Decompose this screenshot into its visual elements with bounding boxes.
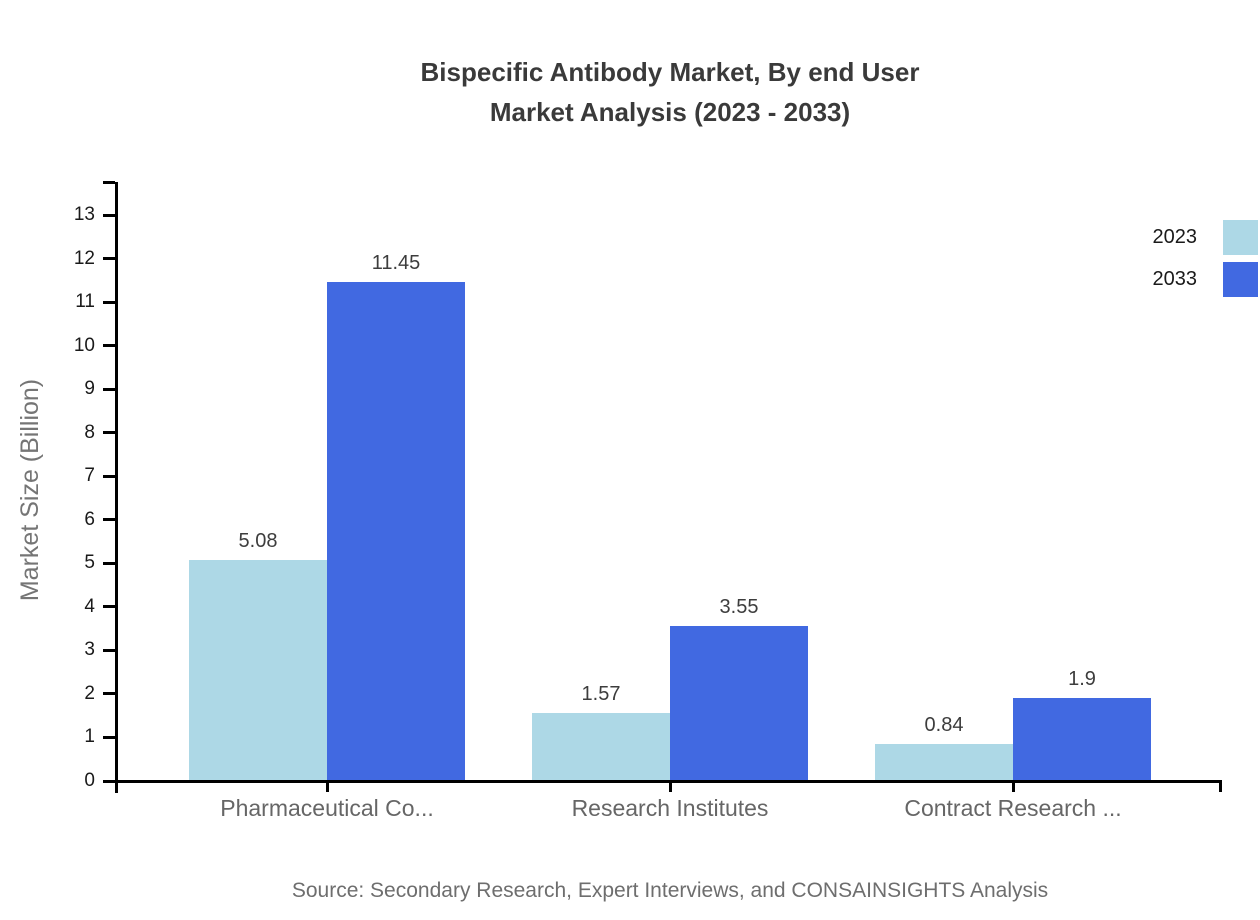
y-tick-label: 2 (84, 682, 95, 704)
bar-value-label: 1.9 (1068, 668, 1096, 691)
y-tick-label: 11 (75, 291, 95, 313)
y-tick-label: 4 (84, 595, 95, 617)
bar-2033-1 (670, 626, 808, 781)
y-tick-label: 0 (84, 770, 95, 791)
legend-label: 2023 (1152, 226, 1198, 248)
category-label: Research Institutes (571, 795, 769, 821)
category-tick (1011, 780, 1015, 792)
chart-title: Bispecific Antibody Market, By end User … (80, 52, 1260, 132)
y-tick (103, 518, 115, 522)
y-tick (103, 561, 115, 565)
bar-2023-2 (875, 744, 1013, 781)
y-tick (103, 431, 115, 435)
y-tick (103, 648, 115, 652)
category-label: Contract Research ... (904, 795, 1122, 821)
y-tick (103, 257, 115, 261)
y-tick (103, 344, 115, 348)
bar-2023-0 (189, 559, 327, 781)
category-label: Pharmaceutical Co... (220, 795, 434, 821)
y-tick-label: 13 (73, 204, 95, 225)
y-tick (103, 605, 115, 609)
y-tick (103, 213, 115, 217)
y-tick-label: 5 (84, 552, 95, 574)
legend-item-2023[interactable]: 2023 (1152, 220, 1258, 255)
y-tick-label: 7 (84, 465, 95, 487)
y-tick-label: 9 (84, 378, 95, 400)
y-tick-label: 3 (84, 639, 95, 661)
y-tick-label: 8 (84, 421, 95, 443)
legend-item-2033[interactable]: 2033 (1152, 262, 1258, 297)
category-tick (325, 780, 329, 792)
bar-value-label: 3.55 (719, 596, 759, 619)
chart-title-line2: Market Analysis (2023 - 2033) (489, 97, 851, 127)
y-tick (103, 735, 115, 739)
bar-value-label: 1.57 (581, 682, 621, 705)
y-axis-top-cap (103, 181, 115, 184)
y-axis-line (115, 182, 118, 793)
legend-swatch (1223, 262, 1258, 297)
y-tick (103, 474, 115, 478)
y-tick-label: 10 (73, 334, 95, 356)
bar-value-label: 5.08 (238, 529, 278, 552)
source-note: Source: Secondary Research, Expert Inter… (291, 879, 1049, 902)
y-tick (103, 387, 115, 391)
x-axis-right-cap (1219, 780, 1222, 792)
legend: 2023 2033 (1152, 220, 1258, 297)
bar-2033-0 (327, 282, 465, 781)
bar-value-label: 0.84 (924, 714, 964, 737)
y-tick-label: 1 (84, 726, 95, 748)
bar-value-label: 11.45 (371, 252, 421, 275)
y-tick-label: 6 (84, 508, 95, 530)
bar-2023-1 (532, 712, 670, 781)
bar-2033-2 (1013, 698, 1151, 781)
chart-title-line1: Bispecific Antibody Market, By end User (420, 57, 920, 87)
y-tick (103, 300, 115, 304)
legend-label: 2033 (1152, 268, 1198, 290)
category-tick (668, 780, 672, 792)
legend-swatch (1223, 220, 1258, 255)
y-tick (103, 692, 115, 696)
y-tick-label: 12 (73, 247, 95, 269)
y-tick (103, 779, 115, 783)
